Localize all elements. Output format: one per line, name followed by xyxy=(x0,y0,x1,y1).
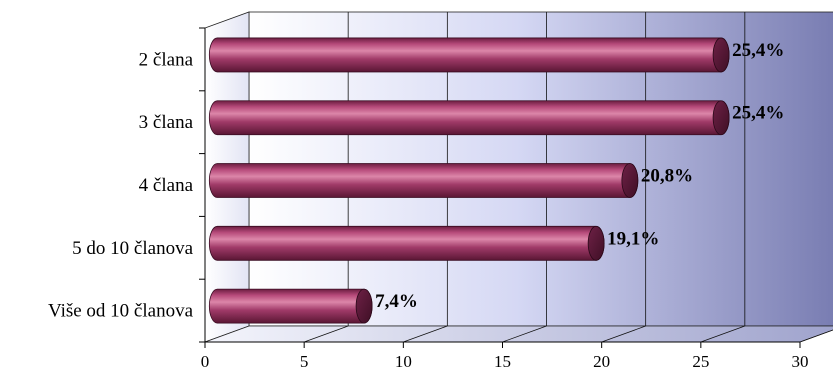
bar-body xyxy=(208,163,639,198)
bar xyxy=(208,225,605,261)
category-label: 2 člana xyxy=(139,49,194,70)
floor-gridline xyxy=(403,325,448,343)
bar-body xyxy=(208,100,730,136)
bar-end-cap xyxy=(587,225,605,261)
data-label: 7,4% xyxy=(375,291,418,312)
bar xyxy=(208,288,373,324)
x-tick-label: 25 xyxy=(692,352,709,371)
category-label: Više od 10 članova xyxy=(48,301,194,322)
bar-end-cap xyxy=(355,288,373,324)
category-label: 4 člana xyxy=(139,175,194,196)
floor-gridline xyxy=(700,325,745,343)
x-tick-label: 30 xyxy=(792,352,809,371)
bars xyxy=(208,37,730,324)
bar-body xyxy=(208,225,605,261)
x-tick-label: 15 xyxy=(494,352,511,371)
category-label: 5 do 10 članova xyxy=(72,238,193,259)
floor-gridline xyxy=(799,329,833,343)
x-tick-label: 10 xyxy=(395,352,412,371)
floor-gridline xyxy=(502,325,547,343)
bar xyxy=(208,100,730,136)
data-labels: 25,4% 25,4% 20,8% 19,1% 7,4% xyxy=(375,40,784,312)
data-label: 19,1% xyxy=(607,228,659,249)
x-axis: 0 5 10 15 20 25 30 xyxy=(201,342,809,371)
data-label: 25,4% xyxy=(732,40,784,61)
bar-body xyxy=(208,37,730,73)
bar-end-cap xyxy=(621,163,639,198)
floor-gridline xyxy=(601,325,646,343)
bar-body xyxy=(208,288,373,324)
bar xyxy=(208,163,639,198)
y-axis: 2 člana 3 člana 4 člana 5 do 10 članova Više… xyxy=(48,27,205,343)
data-label: 20,8% xyxy=(641,166,693,187)
x-tick-label: 5 xyxy=(300,352,309,371)
bar-end-cap xyxy=(712,100,730,136)
data-label: 25,4% xyxy=(732,103,784,124)
x-tick-label: 0 xyxy=(201,352,210,371)
category-label: 3 člana xyxy=(139,112,194,133)
x-tick-label: 20 xyxy=(593,352,610,371)
floor-gridline xyxy=(304,325,349,343)
bar-end-cap xyxy=(712,37,730,73)
bar xyxy=(208,37,730,73)
